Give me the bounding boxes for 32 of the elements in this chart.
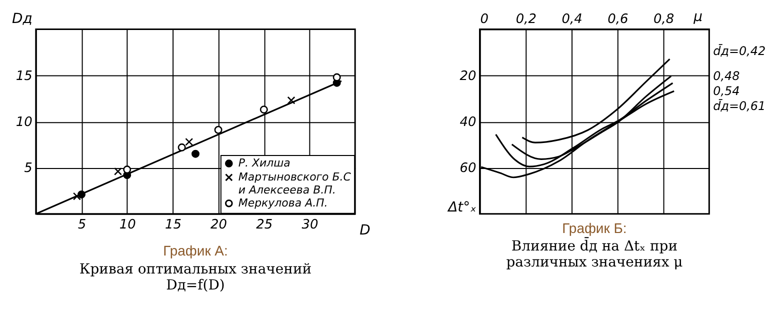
legend-label: Меркулова А.П.: [238, 196, 328, 210]
text: Кривая оптимальных значений Dд=f(D): [79, 262, 312, 294]
y-tick-label: 5: [24, 161, 32, 176]
x-tick-label: 20: [210, 217, 228, 232]
text: 0,48: [713, 69, 740, 84]
text: График Б:: [562, 220, 627, 236]
y-axis-title: Dд: [12, 10, 32, 27]
x-tick-label: 0,4: [562, 12, 582, 27]
y-tick-label: 20: [460, 68, 476, 84]
y-tick-label: 15: [16, 68, 32, 84]
x-tick-label: 0,8: [653, 12, 674, 27]
text: Влияние d̄д на Δtₓ при различных значениях μ: [506, 236, 683, 271]
x-tick-label: 5: [78, 217, 86, 232]
y-tick-label: 60: [460, 161, 476, 176]
x-tick-label: 15: [164, 217, 182, 232]
text: d̄д=0,42: [713, 44, 766, 58]
y-tick-label: 10: [16, 115, 32, 130]
text: d̄д=0,61: [713, 98, 766, 114]
x-axis-title: D: [360, 222, 371, 238]
legend-label: Мартыновского Б.С и Алексеева В.П.: [238, 170, 352, 196]
x-tick-label: 25: [256, 217, 273, 232]
text: График А:: [163, 242, 228, 259]
x-tick-label: 30: [302, 217, 318, 232]
x-tick-label: 0,6: [608, 12, 628, 27]
text: 0,54: [713, 84, 740, 98]
x-tick-label: 10: [119, 217, 136, 232]
x-axis-title: μ: [692, 8, 703, 25]
x-tick-label: 0,2: [516, 12, 536, 27]
y-axis-title: Δt°ₓ: [447, 199, 476, 216]
y-tick-label: 40: [460, 115, 476, 130]
x-tick-label: 0: [480, 12, 489, 27]
legend-label: Р. Хилша: [238, 156, 290, 170]
